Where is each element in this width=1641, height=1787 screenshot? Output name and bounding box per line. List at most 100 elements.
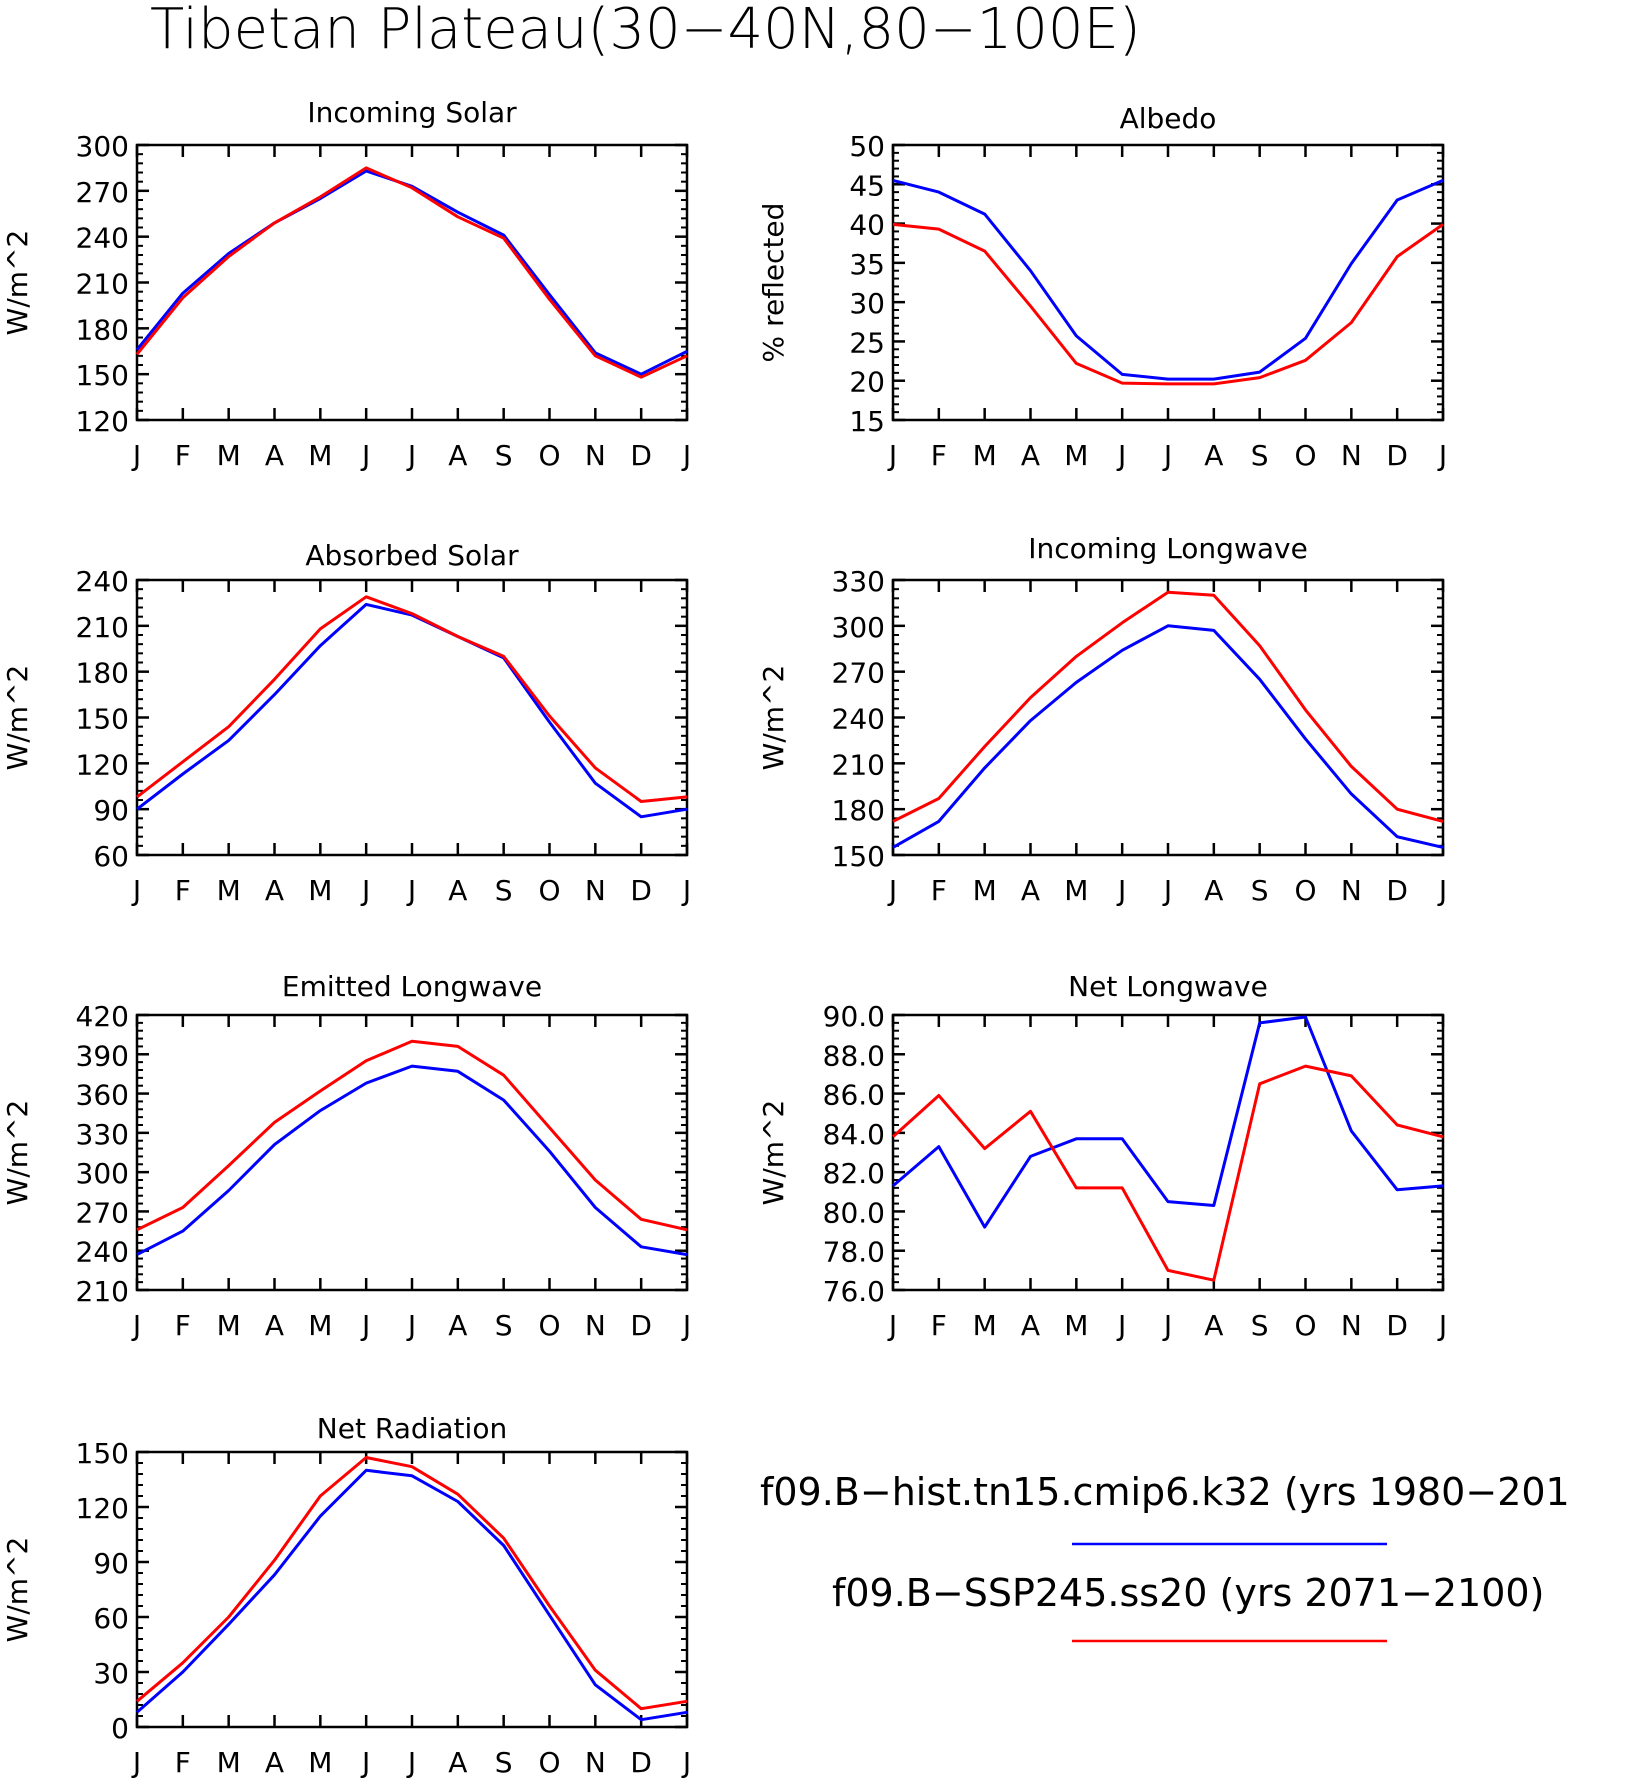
y-tick-label: 80.0 bbox=[823, 1196, 885, 1229]
x-tick-label: S bbox=[495, 1746, 513, 1779]
y-axis-label: % reflected bbox=[757, 203, 790, 363]
y-tick-label: 300 bbox=[76, 1157, 129, 1190]
x-tick-label: F bbox=[175, 1746, 191, 1779]
y-tick-label: 30 bbox=[849, 287, 885, 320]
y-tick-label: 150 bbox=[76, 359, 129, 392]
series-line-ssp bbox=[891, 1064, 1444, 1282]
y-tick-label: 210 bbox=[76, 268, 129, 301]
x-tick-label: A bbox=[1021, 1309, 1040, 1342]
x-tick-label: M bbox=[217, 439, 241, 472]
x-tick-label: A bbox=[448, 874, 467, 907]
y-tick-label: 300 bbox=[76, 130, 129, 163]
chart-title: Incoming Solar bbox=[307, 96, 517, 129]
chart-title: Albedo bbox=[1120, 102, 1217, 135]
x-tick-label: J bbox=[131, 1746, 141, 1779]
x-tick-label: J bbox=[131, 1309, 141, 1342]
y-tick-label: 150 bbox=[76, 703, 129, 736]
x-tick-label: A bbox=[448, 439, 467, 472]
page-title: Tibetan Plateau(30−40N,80−100E) bbox=[150, 0, 1141, 62]
x-tick-label: J bbox=[406, 1746, 416, 1779]
y-tick-label: 180 bbox=[76, 313, 129, 346]
legend: f09.B−hist.tn15.cmip6.k32 (yrs 1980−201 … bbox=[760, 1470, 1570, 1643]
x-tick-label: F bbox=[175, 1309, 191, 1342]
x-tick-label: A bbox=[1021, 439, 1040, 472]
x-tick-label: J bbox=[360, 1309, 370, 1342]
chart-title: Net Radiation bbox=[317, 1412, 507, 1445]
chart-title: Net Longwave bbox=[1068, 970, 1268, 1003]
x-tick-label: J bbox=[1116, 439, 1126, 472]
x-tick-label: O bbox=[538, 1309, 560, 1342]
x-tick-label: A bbox=[265, 1309, 284, 1342]
x-tick-label: D bbox=[630, 874, 652, 907]
x-tick-label: D bbox=[630, 1309, 652, 1342]
x-tick-label: J bbox=[681, 1746, 691, 1779]
x-tick-label: S bbox=[1251, 439, 1269, 472]
y-tick-label: 150 bbox=[76, 1437, 129, 1470]
y-tick-label: 330 bbox=[832, 565, 885, 598]
x-tick-label: O bbox=[538, 874, 560, 907]
x-tick-label: N bbox=[1341, 874, 1362, 907]
plot-frame bbox=[135, 578, 689, 857]
y-tick-label: 270 bbox=[832, 657, 885, 690]
y-tick-label: 40 bbox=[849, 209, 885, 242]
x-tick-label: O bbox=[538, 1746, 560, 1779]
y-tick-label: 270 bbox=[76, 1196, 129, 1229]
series-line-ssp bbox=[135, 166, 688, 379]
x-tick-label: J bbox=[131, 439, 141, 472]
x-tick-label: M bbox=[308, 1746, 332, 1779]
x-tick-label: M bbox=[1064, 439, 1088, 472]
x-tick-label: D bbox=[1386, 439, 1408, 472]
x-tick-label: J bbox=[1437, 1309, 1447, 1342]
x-tick-label: F bbox=[931, 874, 947, 907]
y-tick-label: 270 bbox=[76, 176, 129, 209]
y-axis-label: W/m^2 bbox=[1, 1537, 34, 1643]
plot-frame bbox=[135, 1450, 689, 1729]
y-tick-label: 390 bbox=[76, 1039, 129, 1072]
y-tick-label: 88.0 bbox=[823, 1039, 885, 1072]
x-tick-label: F bbox=[175, 874, 191, 907]
series-line-hist bbox=[892, 178, 1444, 381]
y-tick-label: 240 bbox=[76, 222, 129, 255]
y-tick-label: 78.0 bbox=[823, 1236, 885, 1269]
x-tick-label: J bbox=[360, 439, 370, 472]
x-tick-label: N bbox=[585, 874, 606, 907]
x-tick-label: J bbox=[360, 874, 370, 907]
x-tick-label: J bbox=[681, 874, 691, 907]
x-tick-label: S bbox=[1251, 1309, 1269, 1342]
x-tick-label: O bbox=[1294, 874, 1316, 907]
series-line-hist bbox=[136, 1064, 688, 1257]
x-tick-label: M bbox=[973, 1309, 997, 1342]
x-tick-label: M bbox=[308, 874, 332, 907]
x-tick-label: S bbox=[495, 1309, 513, 1342]
x-tick-label: O bbox=[1294, 439, 1316, 472]
series-line-ssp bbox=[892, 222, 1444, 386]
x-tick-label: J bbox=[406, 1309, 416, 1342]
x-tick-label: D bbox=[630, 439, 652, 472]
chart-title: Emitted Longwave bbox=[282, 970, 542, 1003]
y-tick-label: 60 bbox=[93, 840, 129, 873]
x-tick-label: M bbox=[217, 874, 241, 907]
x-tick-label: A bbox=[265, 1746, 284, 1779]
x-tick-label: J bbox=[681, 439, 691, 472]
chart-title: Incoming Longwave bbox=[1028, 532, 1308, 565]
x-tick-label: S bbox=[495, 874, 513, 907]
x-tick-label: J bbox=[1162, 439, 1172, 472]
x-tick-label: M bbox=[217, 1309, 241, 1342]
y-tick-label: 300 bbox=[832, 611, 885, 644]
y-axis-label: W/m^2 bbox=[757, 1100, 790, 1206]
y-tick-label: 15 bbox=[849, 405, 885, 438]
x-tick-label: M bbox=[973, 874, 997, 907]
x-tick-label: J bbox=[887, 1309, 897, 1342]
x-tick-label: A bbox=[1204, 874, 1223, 907]
plot-frame bbox=[891, 1013, 1445, 1292]
x-tick-label: N bbox=[585, 1746, 606, 1779]
y-axis-label: W/m^2 bbox=[1, 230, 34, 336]
x-tick-label: N bbox=[1341, 439, 1362, 472]
x-tick-label: F bbox=[931, 1309, 947, 1342]
x-tick-label: A bbox=[265, 439, 284, 472]
y-tick-label: 120 bbox=[76, 405, 129, 438]
